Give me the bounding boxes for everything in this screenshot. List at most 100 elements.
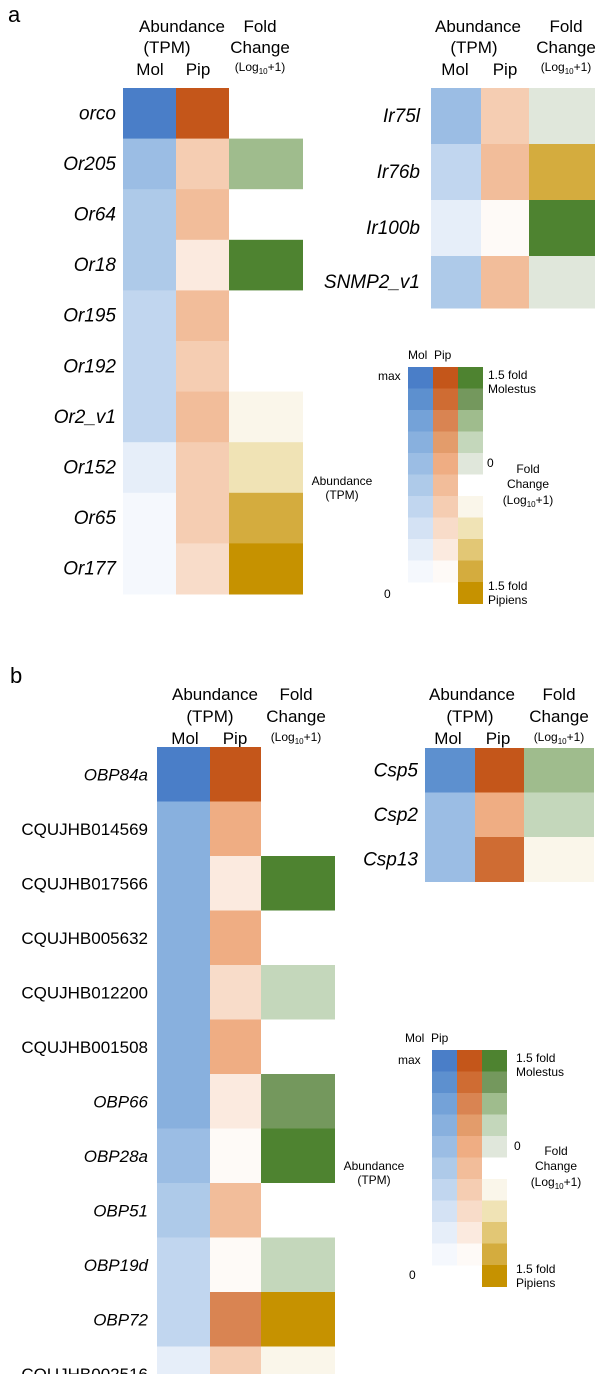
legend-b: Mol Pip max 0 Abundance (TPM) 0 Fold Cha… [344,1031,582,1290]
cell-fold [229,138,303,190]
row-label: Or65 [74,508,117,529]
log-text: (Log [271,730,295,744]
legend-swatch-pip [433,539,458,561]
cell-fold [229,391,303,443]
cell-fold [261,965,335,1020]
cell-fold [229,492,303,544]
cell-fold [261,856,335,911]
legend-bot-2: Pipiens [516,1276,555,1290]
header-mol: Mol [171,729,198,748]
header-tpm: (TPM) [450,38,497,57]
cell-pip [176,543,229,595]
cell-pip [176,88,229,140]
legend-swatch-fold [482,1179,507,1201]
row-label: OBP66 [93,1092,148,1111]
legend-swatch-fold [482,1222,507,1244]
legend-swatch-mol [408,410,433,432]
legend-mol: Mol [408,348,427,362]
log-sub: 10 [558,737,567,746]
row-label: orco [79,103,116,124]
legend-swatch-mol [432,1222,457,1244]
log-text: (Log [503,493,527,507]
cell-mol [123,543,176,595]
legend-swatch-fold [458,539,483,561]
header-abundance: Abundance [172,685,258,704]
heatmap-cells: orco Or205 Or64 Or18 Or195 Or192 Or2_v1 Or152 Or… [21,88,595,1374]
cell-fold [229,543,303,595]
cell-pip [210,965,261,1020]
row-label: OBP84a [84,765,148,784]
header-b-right: Abundance (TPM) Mol Pip Fold Change (Log… [429,685,589,748]
legend-swatch-pip [433,453,458,475]
cell-pip [210,747,261,802]
header-mol: Mol [434,729,461,748]
row-label: CQUJHB005632 [21,929,148,948]
legend-swatch-mol [432,1071,457,1094]
row-label: Ir100b [366,218,420,239]
row-label: Or18 [74,255,117,276]
cell-fold [261,1292,335,1347]
legend-swatch-pip [433,496,458,518]
cell-mol [157,747,210,802]
legend-swatch-fold [482,1265,507,1287]
row-label: OBP19d [84,1256,149,1275]
cell-pip [475,748,524,793]
cell-mol [157,1292,210,1347]
cell-mol [123,391,176,443]
header-fold: Fold [279,685,312,704]
cell-mol [157,856,210,911]
legend-zero: 0 [384,587,391,601]
cell-fold [229,442,303,494]
header-change: Change [266,707,326,726]
cell-mol [425,837,475,882]
header-pip: Pip [486,729,511,748]
legend-swatch-mol [408,560,433,583]
cell-fold [229,88,303,140]
cell-fold [261,910,335,966]
cell-pip [475,837,524,882]
cell-mol [123,239,176,291]
cell-pip [481,144,529,201]
legend-a: Mol Pip max 0 Abundance (TPM) 0 Fold Cha… [312,348,554,607]
legend-swatch-mol [432,1114,457,1137]
cell-pip [481,256,529,309]
legend-swatch-pip [457,1050,482,1072]
cell-fold [261,1128,335,1184]
legend-swatch-pip [457,1179,482,1201]
header-a-left: Abundance (TPM) Mol Pip Fold Change (Log… [136,17,289,79]
legend-swatch-pip [433,517,458,540]
cell-fold [261,747,335,802]
legend-swatch-pip [457,1071,482,1094]
header-change: Change [536,38,596,57]
cell-mol [123,88,176,140]
legend-fold-zero: 0 [514,1139,521,1153]
legend-swatch-fold [458,517,483,540]
legend-swatch-fold [482,1093,507,1115]
legend-swatch-fold [458,582,483,604]
log-sub: 10 [259,67,268,76]
cell-fold [261,1237,335,1293]
header-mol: Mol [136,60,163,79]
legend-max: max [398,1053,421,1067]
log-text: (Log [235,60,259,74]
log-end: +1) [567,730,585,744]
row-label: Or152 [63,458,116,479]
cell-fold [261,1183,335,1238]
log-sub: 10 [295,737,304,746]
header-pip: Pip [186,60,211,79]
legend-pip: Pip [431,1031,449,1045]
row-label: Or192 [63,356,116,377]
header-pip: Pip [223,729,248,748]
header-fold: Fold [243,17,276,36]
log-sub: 10 [565,67,574,76]
legend-swatch-pip [457,1222,482,1244]
legend-swatch-fold [482,1114,507,1137]
row-label: Or177 [63,559,117,580]
legend-top-2: Molestus [516,1065,564,1079]
legend-bot-1: 1.5 fold [516,1262,555,1276]
legend-bot-2: Pipiens [488,593,527,607]
header-log: (Log10+1) [271,730,322,746]
row-label: CQUJHB002516 [21,1365,148,1374]
legend-change: Change [507,477,549,491]
